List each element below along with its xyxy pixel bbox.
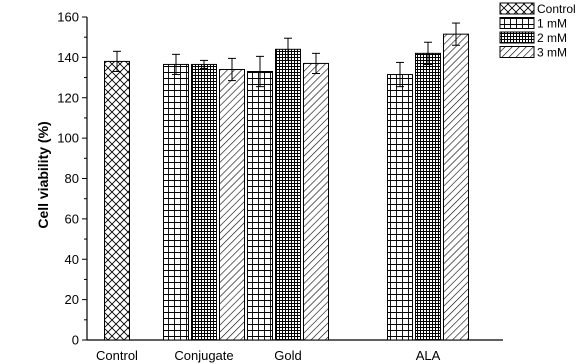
- legend-label: 2 mM: [537, 31, 567, 45]
- x-category-label: Gold: [274, 348, 301, 363]
- legend-label: Control: [537, 2, 576, 16]
- bars-layer: [104, 22, 469, 341]
- bar-gold-2-mm: [275, 48, 301, 341]
- y-axis-title: Cell viability (%): [35, 121, 51, 228]
- bar-ala-1-mm: [387, 74, 413, 341]
- y-tick-label: 20: [65, 292, 79, 307]
- labels-layer: Control Conjugate Gold ALA: [96, 348, 441, 363]
- legend-swatch: [499, 17, 535, 29]
- x-category-label: Conjugate: [174, 348, 233, 363]
- bar-conjugate-2-mm: [191, 63, 217, 341]
- bar-control-control: [104, 60, 130, 341]
- bar-conjugate-3-mm: [219, 68, 245, 341]
- legend-label: 1 mM: [537, 17, 567, 31]
- y-tick-label: 100: [57, 131, 79, 146]
- x-category-label: Control: [96, 348, 138, 363]
- bar-gold-3-mm: [303, 62, 329, 341]
- x-category-label: ALA: [416, 348, 441, 363]
- bar-gold-1-mm: [247, 71, 273, 341]
- y-tick-label: 80: [65, 171, 79, 186]
- y-tick-label: 120: [57, 90, 79, 105]
- bar-ala-3-mm: [443, 33, 469, 341]
- axes: 0 20 40 60 80 100 120 140 160: [57, 10, 503, 348]
- bar-ala-2-mm: [415, 52, 441, 341]
- legend-label: 3 mM: [537, 46, 567, 60]
- legend-swatch: [499, 31, 535, 44]
- y-tick-label: 40: [65, 252, 79, 267]
- legend-swatch: [499, 2, 535, 15]
- y-tick-label: 160: [57, 10, 79, 25]
- y-tick-label: 0: [72, 333, 79, 348]
- y-tick-label: 60: [65, 211, 79, 226]
- legend-swatch: [499, 46, 535, 58]
- bar-conjugate-1-mm: [163, 63, 189, 341]
- y-tick-label: 140: [57, 50, 79, 65]
